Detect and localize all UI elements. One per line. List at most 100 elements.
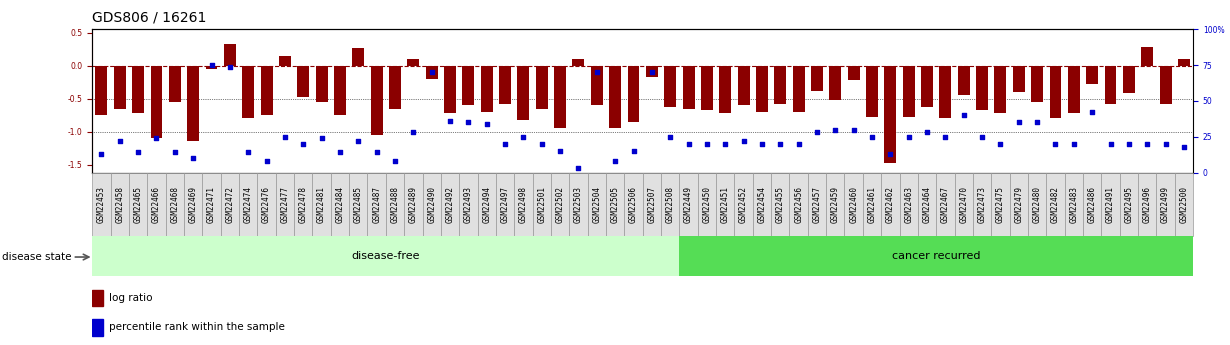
FancyBboxPatch shape bbox=[220, 172, 239, 236]
Point bbox=[1138, 141, 1157, 147]
Text: GSM22483: GSM22483 bbox=[1069, 186, 1079, 223]
Text: GSM22466: GSM22466 bbox=[153, 186, 161, 223]
Bar bbox=[903, 66, 915, 117]
Text: percentile rank within the sample: percentile rank within the sample bbox=[109, 323, 285, 333]
Bar bbox=[829, 66, 841, 100]
Text: GSM22472: GSM22472 bbox=[225, 186, 235, 223]
FancyBboxPatch shape bbox=[92, 172, 111, 236]
FancyBboxPatch shape bbox=[625, 172, 642, 236]
Text: GSM22505: GSM22505 bbox=[610, 186, 620, 223]
Text: GSM22471: GSM22471 bbox=[207, 186, 216, 223]
Bar bbox=[775, 66, 786, 104]
Point bbox=[788, 141, 808, 147]
Text: GSM22465: GSM22465 bbox=[134, 186, 143, 223]
Point bbox=[862, 134, 882, 139]
Text: GSM22451: GSM22451 bbox=[721, 186, 729, 223]
Bar bbox=[756, 66, 768, 112]
Text: GSM22474: GSM22474 bbox=[244, 186, 252, 223]
Text: GSM22495: GSM22495 bbox=[1124, 186, 1133, 223]
Point bbox=[422, 69, 442, 75]
Bar bbox=[738, 66, 749, 105]
Text: GSM22480: GSM22480 bbox=[1033, 186, 1042, 223]
Bar bbox=[298, 66, 309, 97]
Bar bbox=[114, 66, 125, 108]
Point bbox=[1175, 144, 1194, 149]
Text: GSM22475: GSM22475 bbox=[996, 186, 1005, 223]
FancyBboxPatch shape bbox=[697, 172, 716, 236]
Bar bbox=[977, 66, 988, 110]
FancyBboxPatch shape bbox=[129, 172, 148, 236]
Point bbox=[770, 141, 790, 147]
Text: GSM22486: GSM22486 bbox=[1087, 186, 1097, 223]
Point bbox=[881, 151, 900, 157]
Text: GSM22473: GSM22473 bbox=[978, 186, 986, 223]
Bar bbox=[96, 66, 107, 115]
Bar bbox=[1068, 66, 1080, 113]
Text: GSM22482: GSM22482 bbox=[1050, 186, 1060, 223]
FancyBboxPatch shape bbox=[1082, 172, 1101, 236]
Point bbox=[109, 138, 129, 144]
Text: GSM22463: GSM22463 bbox=[904, 186, 913, 223]
Text: GSM22455: GSM22455 bbox=[776, 186, 785, 223]
Text: GSM22496: GSM22496 bbox=[1143, 186, 1151, 223]
Point bbox=[697, 141, 717, 147]
Text: disease-free: disease-free bbox=[352, 251, 421, 261]
Bar bbox=[518, 66, 529, 120]
Point bbox=[459, 120, 478, 125]
Text: GSM22504: GSM22504 bbox=[593, 186, 601, 223]
Bar bbox=[536, 66, 547, 108]
Point bbox=[1009, 120, 1028, 125]
Point bbox=[624, 148, 643, 154]
Bar bbox=[866, 66, 878, 117]
Text: GSM22450: GSM22450 bbox=[702, 186, 711, 223]
FancyBboxPatch shape bbox=[899, 172, 918, 236]
Point bbox=[257, 158, 277, 164]
FancyBboxPatch shape bbox=[514, 172, 533, 236]
Point bbox=[128, 150, 148, 155]
FancyBboxPatch shape bbox=[954, 172, 973, 236]
Point bbox=[183, 155, 203, 161]
Text: GSM22462: GSM22462 bbox=[886, 186, 895, 223]
Bar bbox=[426, 66, 438, 79]
Bar bbox=[224, 44, 236, 66]
Point bbox=[496, 141, 515, 147]
Text: GSM22459: GSM22459 bbox=[830, 186, 840, 223]
FancyBboxPatch shape bbox=[642, 172, 661, 236]
Point bbox=[954, 112, 974, 118]
FancyBboxPatch shape bbox=[881, 172, 899, 236]
Point bbox=[936, 134, 956, 139]
Point bbox=[403, 130, 423, 135]
Point bbox=[276, 134, 295, 139]
Text: GSM22467: GSM22467 bbox=[941, 186, 950, 223]
Point bbox=[1082, 110, 1102, 115]
FancyBboxPatch shape bbox=[1047, 172, 1065, 236]
Bar bbox=[646, 66, 658, 78]
Text: GSM22493: GSM22493 bbox=[464, 186, 472, 223]
FancyBboxPatch shape bbox=[1156, 172, 1175, 236]
Point bbox=[294, 141, 314, 147]
Text: GSM22502: GSM22502 bbox=[556, 186, 565, 223]
FancyBboxPatch shape bbox=[862, 172, 881, 236]
Text: GSM22454: GSM22454 bbox=[758, 186, 766, 223]
Point bbox=[202, 62, 221, 68]
FancyBboxPatch shape bbox=[790, 172, 808, 236]
Bar bbox=[1086, 66, 1098, 84]
Point bbox=[330, 150, 349, 155]
FancyBboxPatch shape bbox=[661, 172, 679, 236]
Bar bbox=[352, 48, 364, 66]
Point bbox=[918, 130, 937, 135]
Point bbox=[165, 150, 184, 155]
FancyBboxPatch shape bbox=[845, 172, 862, 236]
Bar bbox=[572, 59, 584, 66]
Bar bbox=[1049, 66, 1061, 118]
Text: GSM22452: GSM22452 bbox=[739, 186, 748, 223]
Bar bbox=[499, 66, 510, 104]
Bar bbox=[921, 66, 934, 107]
FancyBboxPatch shape bbox=[184, 172, 202, 236]
Text: GSM22503: GSM22503 bbox=[574, 186, 583, 223]
Bar bbox=[940, 66, 951, 118]
FancyBboxPatch shape bbox=[239, 172, 257, 236]
FancyBboxPatch shape bbox=[496, 172, 514, 236]
Point bbox=[972, 134, 991, 139]
Bar bbox=[683, 66, 695, 108]
